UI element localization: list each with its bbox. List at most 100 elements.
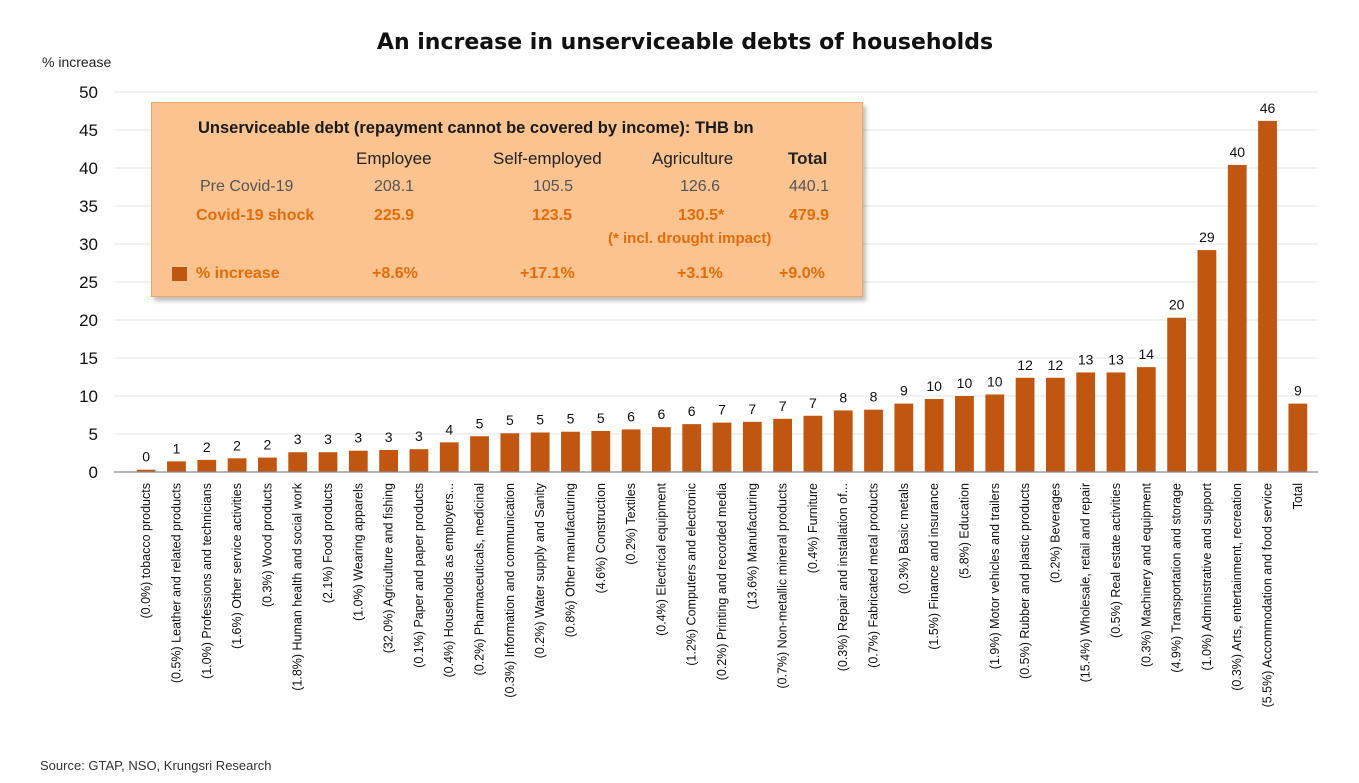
bar (591, 430, 611, 472)
x-category-label: (0.3%) Wood products (260, 483, 274, 607)
bar (1015, 377, 1035, 472)
bar-value-label: 10 (926, 378, 942, 394)
x-category-label: (1.9%) Motor vehicles and trailers (988, 483, 1002, 669)
x-category-label: (0.7%) Non-metallic mineral products (776, 483, 790, 689)
table-footnote: (* incl. drought impact) (608, 230, 772, 247)
x-category-label: (0.7%) Fabricated metal products (867, 483, 881, 668)
bar (288, 452, 308, 472)
bar (318, 452, 338, 472)
bar (894, 403, 914, 472)
x-category-label: (5.5%) Accommodation and food service (1261, 483, 1275, 707)
y-tick-label: 0 (89, 463, 98, 482)
bar-value-label: 7 (718, 402, 726, 418)
cell-pre-self-employed: 105.5 (533, 178, 574, 195)
bar-value-label: 7 (748, 401, 756, 417)
x-category-label: (0.1%) Paper and paper products (412, 483, 426, 668)
x-category-label: (0.2%) Water supply and Sanity (533, 482, 547, 658)
x-category-label: (5.8%) Education (957, 483, 971, 579)
x-category-label: (0.2%) Pharmaceuticals, medicinal (473, 483, 487, 675)
bar (712, 422, 732, 472)
x-category-label: (0.5%) Rubber and plastic products (1018, 483, 1032, 679)
row-label-increase: % increase (196, 265, 280, 282)
cell-increase-agriculture: +3.1% (677, 265, 723, 282)
cell-increase-employee: +8.6% (372, 265, 418, 282)
bar (985, 394, 1005, 472)
bar-value-label: 7 (779, 398, 787, 414)
bar (197, 459, 217, 472)
y-tick-label: 50 (79, 83, 98, 102)
bar-value-label: 6 (657, 406, 665, 422)
y-tick-label: 45 (79, 121, 98, 140)
bar (167, 461, 186, 472)
bar-value-label: 5 (597, 410, 605, 426)
bar (864, 409, 883, 472)
bar (955, 396, 974, 472)
y-tick-label: 30 (79, 235, 98, 254)
bar-value-label: 2 (263, 437, 271, 453)
bar-value-label: 7 (809, 395, 817, 411)
bar-value-label: 5 (476, 415, 484, 431)
cell-shock-employee: 225.9 (374, 207, 415, 224)
y-tick-label: 20 (79, 311, 98, 330)
column-header-total: Total (788, 149, 828, 168)
bar (742, 421, 762, 472)
bar-value-label: 1 (173, 440, 181, 456)
x-category-label: (0.4%) Electrical equipment (654, 482, 668, 635)
x-category-label: (4.9%) Transportation and storage (1170, 483, 1184, 673)
x-category-label: (0.3%) Basic metals (897, 483, 911, 594)
bar (439, 442, 459, 472)
source-note: Source: GTAP, NSO, Krungsri Research (40, 758, 272, 773)
row-label-pre-covid: Pre Covid-19 (200, 178, 294, 195)
bar (773, 418, 793, 472)
x-category-label: (0.2%) Beverages (1048, 483, 1062, 583)
bar (409, 449, 429, 472)
bar (379, 449, 399, 472)
cell-shock-agriculture: 130.5* (678, 207, 725, 224)
bar-value-label: 2 (233, 437, 241, 453)
x-category-label: (0.3%) Machinery and equipment (1139, 482, 1153, 667)
bar (1106, 372, 1126, 472)
x-category-label: (0.3%) Repair and installation of... (836, 483, 850, 671)
x-category-label: (0.3%) Arts, entertainment, recreation (1230, 483, 1244, 691)
bar (803, 415, 823, 472)
bar-value-label: 10 (957, 375, 973, 391)
bar-value-label: 9 (900, 383, 908, 399)
bar-value-label: 9 (1294, 383, 1302, 399)
bar (1288, 403, 1308, 472)
bar-value-label: 6 (627, 408, 635, 424)
x-category-label: Total (1291, 483, 1305, 509)
x-category-label: (1.8%) Human health and social work (291, 482, 305, 690)
bar (500, 433, 520, 472)
bar-value-label: 0 (142, 449, 150, 465)
x-category-label: (0.2%) Printing and recorded media (715, 483, 729, 680)
x-category-label: (1.0%) Administrative and support (1200, 482, 1214, 670)
bar-value-label: 8 (839, 389, 847, 405)
x-category-label: (1.6%) Other service activities (230, 483, 244, 649)
bar (1136, 367, 1156, 472)
legend-swatch (172, 267, 187, 281)
cell-shock-self-employed: 123.5 (532, 207, 573, 224)
y-tick-label: 25 (79, 273, 98, 292)
bar (1167, 317, 1187, 472)
bar-value-label: 14 (1139, 346, 1155, 362)
bar-value-label: 13 (1078, 351, 1094, 367)
cell-shock-total: 479.9 (789, 207, 830, 224)
bar (136, 469, 156, 472)
bar-value-label: 46 (1260, 100, 1276, 116)
bar (1197, 250, 1217, 472)
bar-value-label: 6 (688, 403, 696, 419)
bar (682, 424, 702, 472)
bar-value-label: 5 (536, 411, 544, 427)
cell-increase-self-employed: +17.1% (520, 265, 575, 282)
x-category-label: (1.0%) Professions and technicians (200, 483, 214, 679)
bar (1227, 164, 1247, 472)
bar (1076, 372, 1096, 472)
column-header-employee: Employee (356, 149, 432, 168)
bar (833, 410, 853, 472)
bar-value-label: 5 (506, 412, 514, 428)
chart-title: An increase in unserviceable debts of ho… (376, 30, 994, 55)
bar (227, 458, 247, 472)
bar-value-label: 3 (385, 429, 393, 445)
bar-value-label: 40 (1229, 144, 1245, 160)
